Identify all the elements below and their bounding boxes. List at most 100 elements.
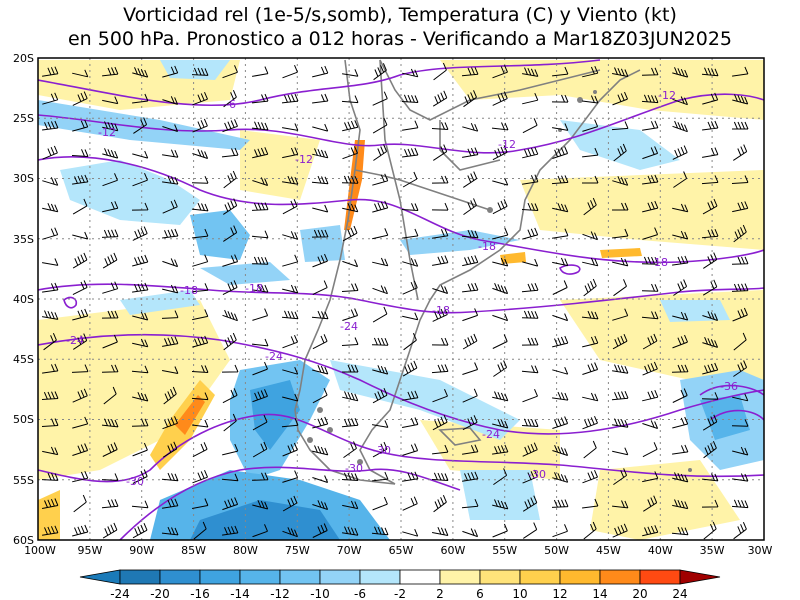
wind-barb <box>221 473 239 482</box>
wind-barb <box>492 313 509 322</box>
wind-barb <box>131 418 149 427</box>
wind-barb <box>192 149 209 159</box>
wind-barb <box>733 332 747 351</box>
wind-barb <box>671 526 689 536</box>
wind-barb <box>433 495 447 513</box>
wind-barb <box>641 67 659 76</box>
colorbar-label: 6 <box>476 587 484 600</box>
wind-barb <box>732 393 749 402</box>
wind-barb <box>463 198 477 216</box>
wind-barb <box>703 441 717 459</box>
wind-barb <box>343 441 357 459</box>
wind-barb <box>552 228 569 239</box>
wind-barb <box>642 200 659 213</box>
wind-barb <box>522 495 538 512</box>
wind-barb <box>222 497 239 511</box>
wind-barb <box>162 124 179 132</box>
wind-barb <box>582 392 599 402</box>
wind-barb <box>731 499 749 509</box>
wind-barb <box>521 283 539 293</box>
wind-barb <box>462 308 479 322</box>
wind-barb <box>642 525 659 537</box>
wind-barb <box>582 119 599 132</box>
wind-barb <box>401 203 419 211</box>
wind-barb <box>641 94 659 104</box>
wind-barb <box>73 333 88 350</box>
wind-barb <box>672 96 688 106</box>
wind-barb <box>42 66 59 77</box>
wind-barb <box>192 335 209 348</box>
wind-barb <box>223 332 237 351</box>
wind-barb <box>493 360 508 377</box>
wind-barb <box>463 90 477 108</box>
temp-label: -24 <box>265 350 283 363</box>
wind-barb <box>372 388 388 404</box>
lon-tick-label: 75W <box>285 544 310 557</box>
wind-barb <box>72 280 88 296</box>
temp-label: -24 <box>66 334 84 347</box>
wind-barb <box>342 120 359 132</box>
wind-barb <box>582 95 599 104</box>
wind-barb <box>462 528 479 538</box>
lat-tick-label: 20S <box>13 52 34 65</box>
wind-barb <box>312 523 328 538</box>
wind-barb <box>373 63 387 81</box>
wind-barb <box>162 149 179 158</box>
colorbar-label: -16 <box>190 587 210 600</box>
wind-barb <box>492 523 508 538</box>
wind-barb <box>222 119 238 133</box>
wind-barb <box>642 442 658 458</box>
colorbar-cell <box>159 569 201 585</box>
wind-barb <box>433 62 447 81</box>
wind-barb <box>643 495 658 512</box>
colorbar-label: 2 <box>436 587 444 600</box>
wind-barb <box>223 198 238 215</box>
wind-barb <box>72 198 88 215</box>
wind-barb <box>731 283 749 292</box>
latitude-axis: 20S 25S 30S 35S 40S 45S 50S 55S 60S <box>13 52 34 547</box>
lat-tick-label: 40S <box>13 293 34 306</box>
wind-barb <box>42 498 59 509</box>
wind-barb <box>162 175 179 185</box>
wind-barb <box>732 94 749 105</box>
wind-barb <box>72 443 89 456</box>
lon-tick-label: 85W <box>181 544 206 557</box>
wind-barb <box>102 201 119 213</box>
wind-barb <box>282 442 298 457</box>
wind-barb <box>641 283 659 292</box>
wind-barb <box>462 282 479 293</box>
wind-barb <box>72 252 88 269</box>
wind-barb <box>402 68 419 78</box>
wind-barb <box>102 334 118 349</box>
temp-label: -12 <box>98 126 116 139</box>
wind-barb <box>701 175 719 185</box>
temp-label: -18 <box>245 282 263 295</box>
wind-barb <box>101 418 119 428</box>
colorbar-label: -14 <box>230 587 250 600</box>
colorbar-cell <box>359 569 401 585</box>
wind-barb <box>341 418 359 428</box>
wind-barb <box>252 177 269 186</box>
colorbar-cell <box>559 569 601 585</box>
wind-barb <box>402 496 418 511</box>
wind-barb <box>642 120 659 131</box>
wind-barb <box>161 310 179 319</box>
wind-barb <box>222 280 238 296</box>
colorbar: -24 -20 -16 -14 -12 -10 -6 -2 2 6 10 12 … <box>79 569 721 600</box>
wind-barb <box>132 282 149 293</box>
wind-barb <box>73 494 87 513</box>
colorbar-label: -20 <box>150 587 170 600</box>
wind-barb <box>582 362 599 375</box>
colorbar-label: 20 <box>632 587 647 600</box>
wind-barb <box>402 360 418 377</box>
wind-barb <box>521 418 539 427</box>
wind-barb <box>522 118 538 134</box>
lon-tick-label: 50W <box>544 544 569 557</box>
wind-barb <box>251 202 269 211</box>
wind-barb <box>522 67 539 77</box>
wind-barb <box>552 123 569 131</box>
wind-barb <box>162 336 179 347</box>
wind-barb <box>282 495 298 512</box>
wind-barb <box>72 69 89 78</box>
wind-barb <box>282 147 299 159</box>
